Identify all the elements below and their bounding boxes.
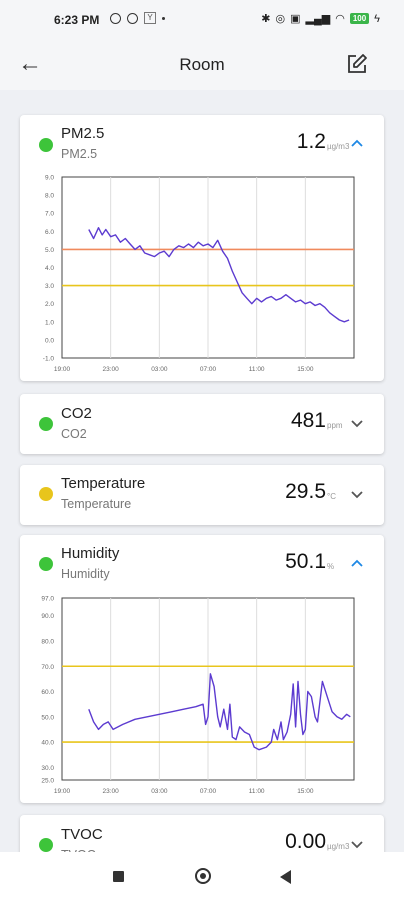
y-tick-label: 97.0 [41, 596, 54, 603]
sensor-subtitle: CO2 [61, 427, 87, 441]
home-icon[interactable] [195, 868, 211, 884]
page-title: Room [179, 55, 225, 74]
sensor-name: PM2.5 [61, 125, 105, 142]
bluetooth-icon: ✱ [261, 13, 271, 25]
y-tick-label: 5.0 [45, 247, 54, 254]
data-icon: ▣ [290, 13, 301, 25]
sensor-value: 481 ppm [290, 409, 343, 432]
sensor-unit: °C [327, 492, 336, 501]
x-tick-label: 03:00 [151, 366, 168, 373]
sensor-name: CO2 [61, 405, 92, 422]
data-line [88, 673, 351, 751]
status-system-icons: ✱ ◎ ▣ ▂▄▆ ◠ 100 ϟ [261, 12, 380, 26]
y-tick-label: 40.0 [41, 740, 54, 747]
signal-icon: ▂▄▆ [305, 13, 331, 25]
status-dot [39, 557, 53, 571]
x-tick-label: 11:00 [249, 366, 265, 373]
sensor-subtitle: Temperature [61, 497, 132, 511]
status-time: 6:23 PM [54, 13, 100, 27]
y-tick-label: -1.0 [43, 356, 55, 363]
edit-icon[interactable] [346, 53, 368, 75]
y-tick-label: 1.0 [45, 319, 54, 326]
notification-icon [127, 12, 138, 24]
y-tick-label: 8.0 [45, 193, 54, 200]
charging-icon: ϟ [374, 12, 380, 25]
sensor-unit: % [327, 562, 335, 571]
y-tick-label: 2.0 [45, 301, 54, 308]
y-tick-label: 90.0 [41, 613, 54, 620]
notification-icon [110, 12, 121, 24]
y-tick-label: 3.0 [45, 283, 54, 290]
y-tick-label: 0.0 [45, 337, 54, 344]
more-notifications-icon [162, 16, 165, 20]
humidity-chart: 19:00 23:00 03:00 07:00 11:00 15:00 25.0 30.0 40… [41, 596, 355, 795]
status-dot [39, 487, 53, 501]
x-tick-label: 15:00 [297, 788, 314, 795]
y-tick-label: 9.0 [45, 175, 54, 182]
sensor-subtitle: PM2.5 [61, 147, 98, 161]
sensor-value: 50.1% [285, 550, 335, 573]
sensor-value: 1.2 µg/m3 [296, 130, 350, 153]
sensor-value: 29.5 °C [285, 480, 336, 503]
back-triangle-icon[interactable] [280, 870, 291, 884]
sensor-unit: µg/m3 [327, 842, 350, 851]
alarm-icon: ◎ [275, 13, 286, 25]
app-notification-icon: Y [144, 12, 156, 24]
y-tick-label: 25.0 [41, 778, 54, 785]
chevron-up-icon[interactable] [350, 558, 364, 568]
wifi-icon: ◠ [335, 13, 345, 25]
app-bar: ← Room [0, 40, 404, 90]
x-tick-label: 23:00 [103, 366, 120, 373]
y-tick-label: 4.0 [45, 265, 54, 272]
sensor-unit: ppm [327, 421, 343, 430]
y-tick-label: 6.0 [45, 229, 54, 236]
recents-icon[interactable] [113, 871, 124, 882]
data-line [88, 226, 350, 323]
y-tick-label: 80.0 [41, 638, 54, 645]
x-tick-label: 19:00 [54, 366, 71, 373]
sensor-name: Humidity [61, 545, 120, 562]
sensor-subtitle: Humidity [61, 567, 110, 581]
x-tick-label: 07:00 [200, 366, 217, 373]
status-bar: 6:23 PM Y ✱ ◎ ▣ ▂▄▆ ◠ 100 ϟ [0, 0, 404, 40]
status-notification-icons: Y [110, 12, 165, 24]
sensor-card-pm25: PM2.5 PM2.5 1.2 µg/m3 19:00 23:00 03:00 07:0… [20, 115, 384, 381]
y-tick-label: 70.0 [41, 664, 54, 671]
chevron-down-icon[interactable] [350, 840, 364, 850]
sensor-name: TVOC [61, 826, 103, 843]
x-tick-label: 15:00 [297, 366, 314, 373]
pm25-chart: 19:00 23:00 03:00 07:00 11:00 15:00 -1.0 0.0 1.0… [43, 175, 355, 373]
x-tick-label: 03:00 [151, 788, 168, 795]
x-tick-label: 11:00 [249, 788, 265, 795]
sensor-unit: µg/m3 [327, 142, 350, 151]
y-tick-label: 30.0 [41, 765, 54, 772]
x-tick-label: 19:00 [54, 788, 71, 795]
sensor-card-temperature[interactable]: Temperature Temperature 29.5 °C [20, 465, 384, 525]
chevron-up-icon[interactable] [350, 138, 364, 148]
sensor-name: Temperature [61, 475, 146, 492]
y-tick-label: 7.0 [45, 211, 54, 218]
arrow-left-icon[interactable]: ← [18, 50, 42, 77]
status-dot [39, 417, 53, 431]
status-dot [39, 838, 53, 852]
chevron-down-icon[interactable] [350, 490, 364, 500]
sensor-card-humidity: Humidity Humidity 50.1% 19:00 23:00 03:00 0… [20, 535, 384, 803]
y-tick-label: 60.0 [41, 689, 54, 696]
sensor-value: 0.00 µg/m3 [285, 830, 350, 853]
x-tick-label: 07:00 [200, 788, 217, 795]
status-dot [39, 138, 53, 152]
y-tick-label: 50.0 [41, 714, 54, 721]
x-tick-label: 23:00 [103, 788, 120, 795]
chevron-down-icon[interactable] [350, 419, 364, 429]
system-nav-bar [0, 852, 404, 900]
battery-icon: 100 [349, 13, 370, 24]
sensor-card-co2[interactable]: CO2 CO2 481 ppm [20, 394, 384, 454]
